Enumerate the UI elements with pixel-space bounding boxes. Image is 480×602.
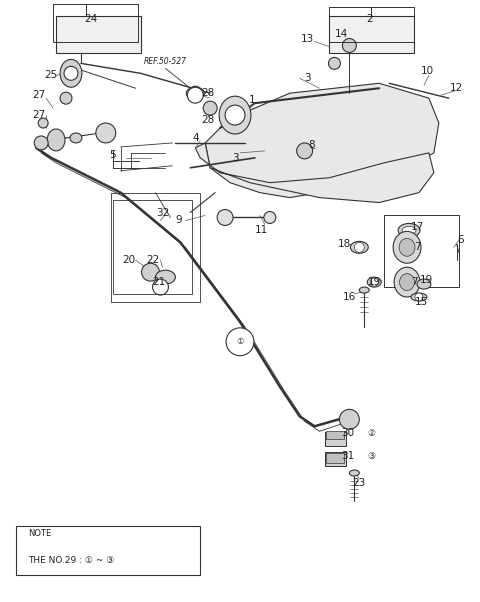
Ellipse shape (411, 293, 427, 301)
Text: REF.50-527: REF.50-527 (144, 57, 187, 66)
Ellipse shape (399, 238, 415, 256)
Ellipse shape (350, 241, 368, 253)
Bar (326, 453, 344, 463)
Text: 2: 2 (366, 14, 372, 23)
Text: 7: 7 (411, 277, 417, 287)
Ellipse shape (398, 223, 420, 237)
Ellipse shape (47, 129, 65, 151)
Circle shape (339, 409, 360, 429)
Circle shape (415, 293, 423, 301)
Text: 27: 27 (33, 110, 46, 120)
Circle shape (34, 136, 48, 150)
Bar (53, 4, 138, 42)
Ellipse shape (60, 60, 82, 87)
Circle shape (153, 279, 168, 295)
Text: 11: 11 (255, 225, 268, 235)
Bar (326, 431, 344, 439)
Text: 19: 19 (420, 275, 433, 285)
Text: 14: 14 (335, 28, 348, 39)
Circle shape (203, 101, 217, 115)
Circle shape (297, 143, 312, 159)
Circle shape (38, 118, 48, 128)
Text: 24: 24 (84, 14, 97, 23)
Ellipse shape (367, 277, 381, 287)
Bar (329, 7, 414, 42)
Circle shape (370, 278, 378, 286)
Bar (324, 452, 347, 466)
Circle shape (187, 87, 203, 103)
Text: 17: 17 (410, 222, 423, 232)
Text: 4: 4 (192, 133, 199, 143)
Text: 10: 10 (420, 66, 433, 76)
Ellipse shape (219, 96, 251, 134)
Text: 20: 20 (122, 255, 135, 265)
Text: 3: 3 (232, 153, 239, 163)
Text: 5: 5 (109, 150, 116, 160)
Bar (384, 216, 459, 287)
Circle shape (60, 92, 72, 104)
Text: ②: ② (367, 429, 375, 438)
Ellipse shape (156, 270, 175, 284)
Text: 9: 9 (175, 216, 181, 226)
Text: 18: 18 (338, 240, 351, 249)
Text: 16: 16 (343, 292, 356, 302)
Circle shape (226, 328, 254, 356)
Text: THE NO.29 : ① ~ ③: THE NO.29 : ① ~ ③ (28, 556, 115, 565)
Text: 12: 12 (450, 83, 463, 93)
Text: 8: 8 (308, 140, 315, 150)
Bar (113, 200, 192, 294)
Text: NOTE: NOTE (28, 529, 51, 538)
Ellipse shape (402, 226, 416, 234)
Text: 31: 31 (341, 451, 354, 461)
Text: 22: 22 (146, 255, 159, 265)
Bar (324, 432, 347, 446)
Ellipse shape (349, 470, 360, 476)
Circle shape (64, 66, 78, 80)
Text: 23: 23 (353, 478, 366, 488)
Circle shape (96, 123, 116, 143)
Ellipse shape (417, 279, 431, 289)
Bar (56, 16, 141, 54)
Text: 7: 7 (414, 243, 420, 252)
Text: 30: 30 (341, 428, 354, 438)
Circle shape (342, 39, 356, 52)
Text: 19: 19 (368, 277, 381, 287)
Text: 13: 13 (301, 34, 314, 43)
Text: 21: 21 (152, 277, 165, 287)
Circle shape (142, 263, 159, 281)
Bar (329, 16, 414, 54)
Text: 28: 28 (202, 115, 215, 125)
Ellipse shape (186, 87, 204, 99)
Text: 28: 28 (202, 88, 215, 98)
Circle shape (225, 105, 245, 125)
Text: 27: 27 (33, 90, 46, 100)
Bar (16, 526, 200, 576)
Text: ③: ③ (367, 452, 375, 461)
Text: 15: 15 (414, 297, 428, 307)
Bar (111, 193, 200, 302)
Ellipse shape (360, 287, 369, 293)
Circle shape (188, 86, 202, 100)
Ellipse shape (70, 133, 82, 143)
Text: 1: 1 (249, 95, 255, 105)
Polygon shape (195, 143, 434, 202)
Text: 3: 3 (304, 73, 311, 83)
Circle shape (217, 209, 233, 225)
Circle shape (328, 57, 340, 69)
Ellipse shape (393, 231, 421, 263)
Ellipse shape (394, 267, 420, 297)
Text: 32: 32 (156, 208, 169, 217)
Ellipse shape (399, 274, 415, 291)
Polygon shape (205, 83, 439, 197)
Circle shape (264, 211, 276, 223)
Text: 25: 25 (45, 70, 58, 80)
Circle shape (354, 243, 364, 252)
Text: ①: ① (236, 337, 244, 346)
Text: 6: 6 (457, 235, 464, 246)
